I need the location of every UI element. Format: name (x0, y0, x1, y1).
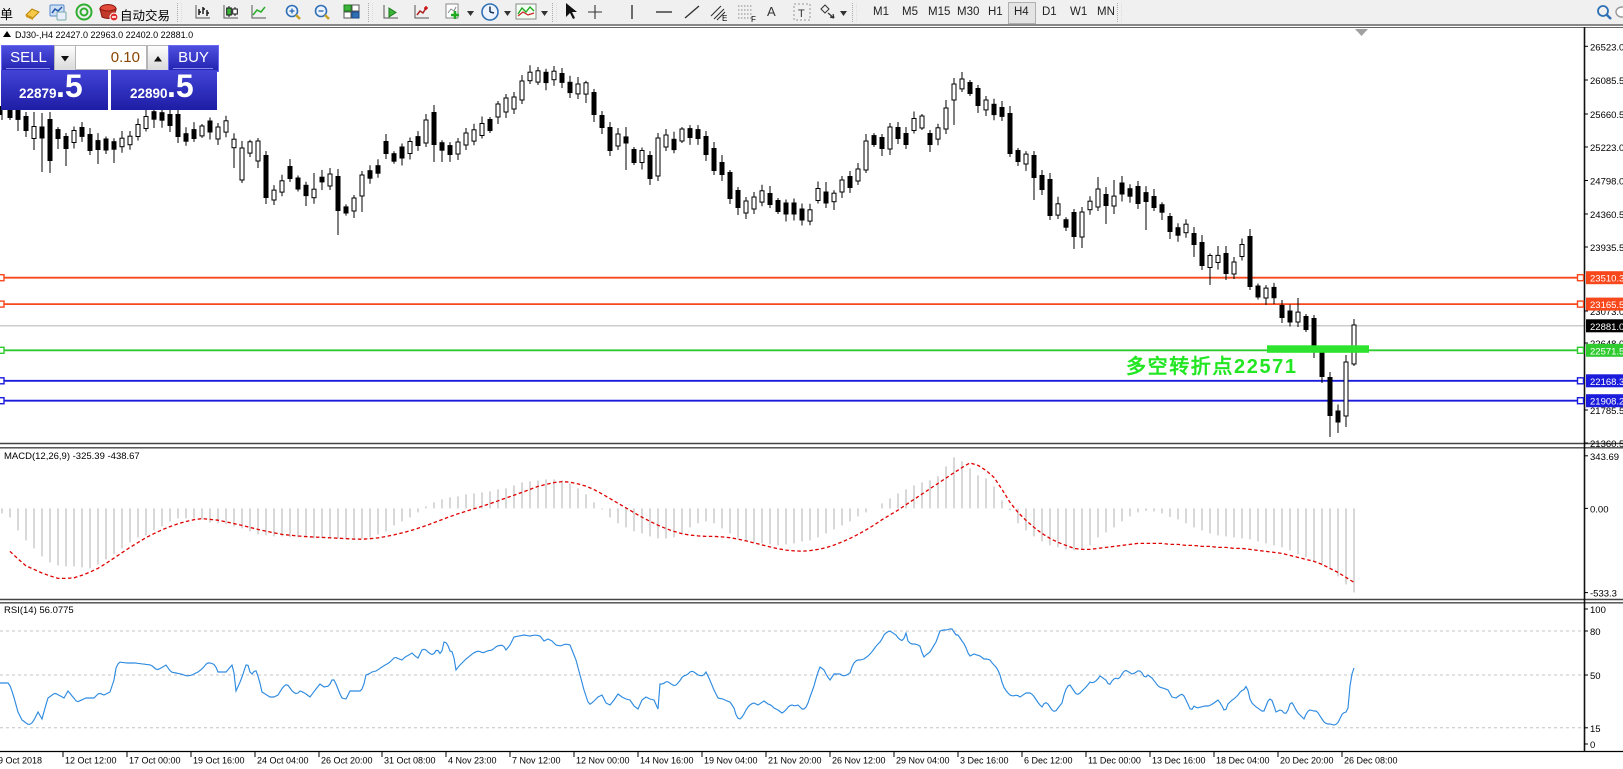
svg-text:0.00: 0.00 (1590, 504, 1609, 515)
svg-text:9 Oct 2018: 9 Oct 2018 (0, 756, 42, 766)
svg-text:25223.0: 25223.0 (1590, 143, 1623, 154)
svg-text:11 Dec 00:00: 11 Dec 00:00 (1088, 756, 1141, 766)
svg-text:15: 15 (1590, 724, 1601, 735)
svg-text:12 Oct 12:00: 12 Oct 12:00 (65, 756, 117, 766)
svg-text:3 Dec 16:00: 3 Dec 16:00 (960, 756, 1009, 766)
svg-text:26085.5: 26085.5 (1590, 76, 1623, 87)
svg-text:26 Oct 20:00: 26 Oct 20:00 (321, 756, 373, 766)
svg-text:22571.5: 22571.5 (1590, 346, 1623, 357)
svg-text:24798.0: 24798.0 (1590, 177, 1623, 188)
svg-text:18 Dec 04:00: 18 Dec 04:00 (1216, 756, 1270, 766)
svg-text:23165.5: 23165.5 (1590, 300, 1623, 311)
svg-text:14 Nov 16:00: 14 Nov 16:00 (640, 756, 694, 766)
svg-text:DJ30-,H4 22427.0 22963.0 2240: DJ30-,H4 22427.0 22963.0 22402.0 22881.0 (15, 30, 193, 40)
svg-text:24360.5: 24360.5 (1590, 210, 1623, 221)
svg-text:多空转折点22571: 多空转折点22571 (1126, 354, 1298, 378)
svg-text:23510.3: 23510.3 (1590, 274, 1623, 285)
svg-text:22881.0: 22881.0 (1590, 322, 1623, 333)
svg-text:343.69: 343.69 (1590, 452, 1619, 463)
svg-text:12 Nov 00:00: 12 Nov 00:00 (576, 756, 630, 766)
svg-text:26523.0: 26523.0 (1590, 42, 1623, 53)
svg-text:21 Nov 20:00: 21 Nov 20:00 (768, 756, 822, 766)
svg-text:17 Oct 00:00: 17 Oct 00:00 (129, 756, 181, 766)
svg-text:19 Oct 16:00: 19 Oct 16:00 (193, 756, 245, 766)
svg-text:21785.5: 21785.5 (1590, 406, 1623, 417)
svg-text:22168.3: 22168.3 (1590, 377, 1623, 388)
svg-text:24 Oct 04:00: 24 Oct 04:00 (257, 756, 309, 766)
svg-text:RSI(14) 56.0775: RSI(14) 56.0775 (4, 605, 74, 616)
svg-text:6 Dec 12:00: 6 Dec 12:00 (1024, 756, 1073, 766)
svg-text:31 Oct 08:00: 31 Oct 08:00 (384, 756, 436, 766)
svg-text:13 Dec 16:00: 13 Dec 16:00 (1152, 756, 1206, 766)
svg-text:23935.5: 23935.5 (1590, 243, 1623, 254)
svg-text:T: T (798, 8, 805, 20)
svg-text:0: 0 (1590, 740, 1595, 751)
svg-text:50: 50 (1590, 671, 1601, 682)
svg-text:7 Nov 12:00: 7 Nov 12:00 (512, 756, 561, 766)
svg-text:21908.2: 21908.2 (1590, 397, 1623, 408)
svg-text:23073.0: 23073.0 (1590, 307, 1623, 318)
svg-text:4 Nov 23:00: 4 Nov 23:00 (448, 756, 497, 766)
svg-text:26 Nov 12:00: 26 Nov 12:00 (832, 756, 886, 766)
svg-text:100: 100 (1590, 605, 1606, 616)
svg-text:21360.5: 21360.5 (1590, 439, 1623, 450)
svg-text:MACD(12,26,9) -325.39 -438.67: MACD(12,26,9) -325.39 -438.67 (4, 451, 140, 462)
svg-text:F: F (751, 15, 756, 23)
svg-text:20 Dec 20:00: 20 Dec 20:00 (1280, 756, 1334, 766)
svg-text:-533.3: -533.3 (1590, 589, 1617, 600)
svg-text:80: 80 (1590, 627, 1601, 638)
svg-text:E: E (722, 14, 727, 23)
svg-text:25660.5: 25660.5 (1590, 110, 1623, 121)
svg-text:19 Nov 04:00: 19 Nov 04:00 (704, 756, 758, 766)
svg-text:26 Dec 08:00: 26 Dec 08:00 (1344, 756, 1398, 766)
svg-text:29 Nov 04:00: 29 Nov 04:00 (896, 756, 950, 766)
